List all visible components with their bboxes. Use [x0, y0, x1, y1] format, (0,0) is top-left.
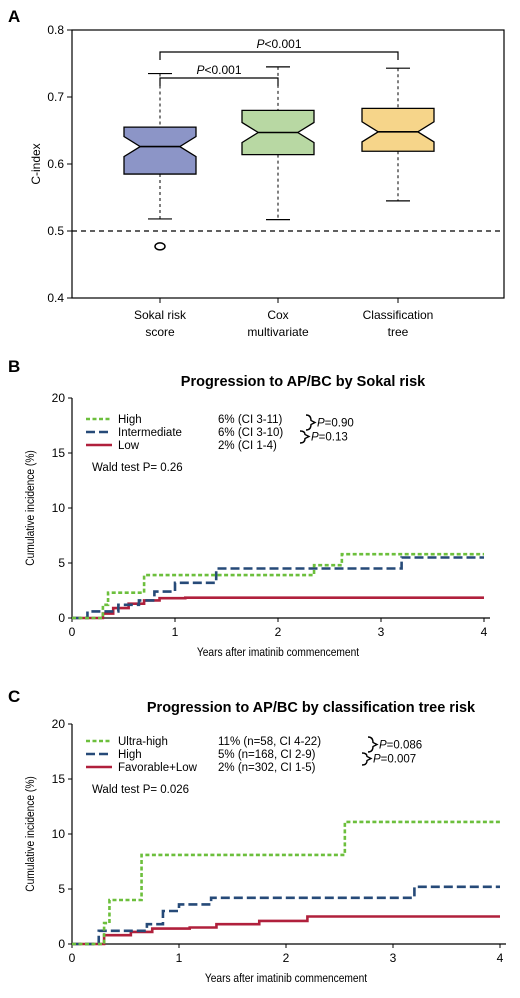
legend-label: Low	[118, 440, 140, 452]
chart-title: Progression to AP/BC by Sokal risk	[181, 374, 426, 390]
panel-a-boxplot: 0.4 0.5 0.6 0.7 0.8 C-index Sokal risk score Cox…	[29, 23, 505, 339]
pair-brace-bottom	[299, 430, 311, 444]
panel-letter-a: A	[8, 7, 20, 26]
legend-label: High	[118, 414, 142, 426]
significance-label: P<0.001	[196, 63, 241, 77]
pair-brace-bottom	[361, 752, 373, 766]
legend-stat: 2% (n=302, CI 1-5)	[218, 762, 316, 774]
panel-b-incidence-chart: Progression to AP/BC by Sokal risk051015…	[24, 374, 490, 659]
x-tick-label: 4	[481, 625, 488, 639]
y-tick-label: 0	[58, 937, 65, 951]
x-axis-label: Years after imatinib commencement	[197, 646, 360, 659]
x-category-label: multivariate	[247, 325, 309, 339]
legend-stat: 2% (CI 1-4)	[218, 440, 277, 452]
y-tick-label: 5	[58, 882, 65, 896]
y-tick-label: 0.6	[47, 157, 64, 171]
x-category-label: Cox	[267, 308, 288, 322]
x-category-label: tree	[388, 325, 409, 339]
y-tick-label: 0.5	[47, 224, 64, 238]
series-line	[72, 596, 484, 620]
x-tick-label: 1	[172, 625, 179, 639]
y-tick-label: 15	[52, 772, 66, 786]
y-axis-label: Cumulative incidence (%)	[24, 450, 37, 566]
x-category-label: Sokal risk	[134, 308, 187, 322]
significance-label: P<0.001	[256, 37, 301, 51]
chart-title: Progression to AP/BC by classification t…	[147, 700, 476, 716]
box	[123, 126, 197, 175]
y-tick-label: 0.8	[47, 23, 64, 37]
pair-brace-top	[305, 414, 317, 431]
wald-test-label: Wald test P= 0.026	[92, 784, 189, 796]
x-tick-label: 4	[497, 951, 504, 965]
y-tick-label: 0	[58, 611, 65, 625]
legend-stat: 6% (CI 3-10)	[218, 427, 283, 439]
x-axis-label: Years after imatinib commencement	[205, 972, 368, 985]
significance-bracket	[159, 77, 279, 86]
x-tick-label: 1	[176, 951, 183, 965]
y-axis-label: Cumulative incidence (%)	[24, 776, 37, 892]
x-tick-label: 0	[69, 625, 76, 639]
wald-test-label: Wald test P= 0.26	[92, 462, 183, 474]
legend-label: High	[118, 749, 142, 761]
pair-test-label: P=0.90	[317, 418, 354, 430]
legend-label: Intermediate	[118, 427, 182, 439]
series-line	[72, 885, 500, 946]
outlier-point	[154, 242, 166, 251]
pair-test-label: P=0.13	[311, 432, 348, 444]
y-tick-label: 10	[52, 827, 66, 841]
y-tick-label: 0.7	[47, 90, 64, 104]
panel-letter-b: B	[8, 357, 20, 376]
panel-c-incidence-chart: Progression to AP/BC by classification t…	[24, 700, 506, 985]
box	[361, 107, 435, 152]
y-tick-label: 0.4	[47, 291, 64, 305]
y-tick-label: 20	[52, 391, 66, 405]
x-tick-label: 3	[378, 625, 385, 639]
pair-test-label: P=0.086	[379, 740, 422, 752]
pair-test-label: P=0.007	[373, 754, 416, 766]
y-tick-label: 15	[52, 446, 66, 460]
x-tick-label: 2	[283, 951, 290, 965]
series-line	[72, 915, 500, 946]
x-tick-label: 0	[69, 951, 76, 965]
y-tick-label: 5	[58, 556, 65, 570]
legend-stat: 5% (n=168, CI 2-9)	[218, 749, 316, 761]
legend-label: Favorable+Low	[118, 762, 198, 774]
x-tick-label: 3	[390, 951, 397, 965]
significance-bracket	[159, 51, 399, 60]
series-line	[72, 820, 500, 946]
y-tick-label: 10	[52, 501, 66, 515]
x-category-label: score	[145, 325, 175, 339]
series-line	[72, 552, 484, 620]
panel-letter-c: C	[8, 687, 20, 706]
legend-stat: 6% (CI 3-11)	[218, 414, 283, 426]
pair-brace-top	[367, 736, 379, 753]
x-category-label: Classification	[363, 308, 434, 322]
y-axis-label: C-index	[29, 143, 43, 184]
x-tick-label: 2	[275, 625, 282, 639]
legend-stat: 11% (n=58, CI 4-22)	[218, 736, 321, 748]
series-line	[72, 556, 484, 620]
legend-label: Ultra-high	[118, 736, 168, 748]
y-tick-label: 20	[52, 717, 66, 731]
